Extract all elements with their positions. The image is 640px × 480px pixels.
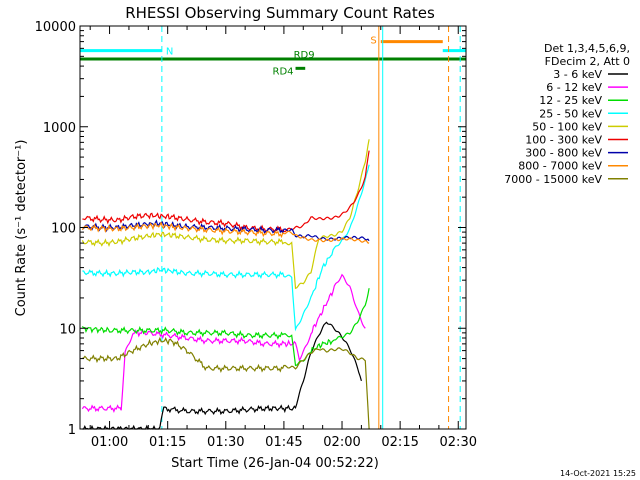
y-axis-ticks: 1 10 100 1000 10000 xyxy=(35,20,466,438)
data-series xyxy=(81,139,370,430)
legend-entry: 6 - 12 keV xyxy=(546,81,602,94)
x-tick-label: 02:30 xyxy=(440,435,477,450)
series-line xyxy=(82,164,370,332)
legend-entry: 300 - 800 keV xyxy=(525,147,602,160)
legend-header: FDecim 2, Att 0 xyxy=(545,55,630,68)
x-tick-label: 01:15 xyxy=(149,435,186,450)
y-tick-label: 1000 xyxy=(43,121,76,136)
series-line xyxy=(81,273,366,414)
x-tick-label: 01:30 xyxy=(207,435,244,450)
x-tick-label: 01:00 xyxy=(91,435,128,450)
flag-label: N xyxy=(166,47,173,58)
y-tick-label: 10000 xyxy=(35,20,76,35)
legend-header: Det 1,3,4,5,6,9, xyxy=(544,42,630,55)
legend-entry: 800 - 7000 keV xyxy=(518,160,602,173)
x-tick-label: 02:00 xyxy=(323,435,360,450)
y-tick-label: 10 xyxy=(59,322,76,337)
x-axis-ticks: 01:00 01:15 01:30 01:45 02:00 02:15 02:30 xyxy=(89,26,477,450)
legend: Det 1,3,4,5,6,9,FDecim 2, Att 03 - 6 keV… xyxy=(504,42,630,186)
x-axis-label: Start Time (26-Jan-04 00:52:22) xyxy=(171,456,379,471)
legend-entry: 25 - 50 keV xyxy=(539,107,602,120)
flag-label: S xyxy=(370,36,376,47)
legend-entry: 50 - 100 keV xyxy=(532,120,602,133)
y-tick-label: 100 xyxy=(51,222,76,237)
x-tick-label: 02:15 xyxy=(381,435,418,450)
series-line xyxy=(82,150,370,234)
series-line xyxy=(81,288,370,367)
footer-date: 14-Oct-2021 15:25 xyxy=(560,469,636,478)
legend-entry: 3 - 6 keV xyxy=(553,68,602,81)
flag-label: RD4 xyxy=(273,66,294,77)
legend-entry: 7000 - 15000 keV xyxy=(504,173,602,186)
series-line xyxy=(82,336,370,430)
x-tick-label: 01:45 xyxy=(265,435,302,450)
legend-entry: 12 - 25 keV xyxy=(539,94,602,107)
y-axis-label: Count Rate (s⁻¹ detector⁻¹) xyxy=(14,140,29,317)
series-line xyxy=(81,221,370,244)
legend-entry: 100 - 300 keV xyxy=(525,134,602,147)
flag-label: RD9 xyxy=(294,50,315,61)
y-tick-label: 1 xyxy=(68,423,76,438)
chart-title: RHESSI Observing Summary Count Rates xyxy=(125,4,435,22)
